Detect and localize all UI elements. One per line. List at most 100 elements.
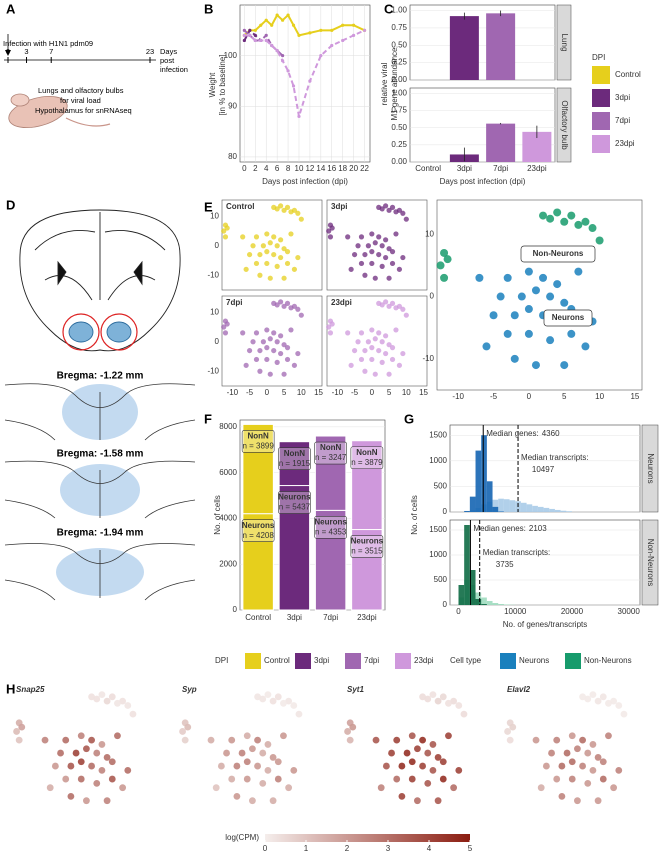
segment-name: NonN — [356, 448, 378, 457]
expression-point — [274, 758, 282, 766]
colorbar-tick-label: 2 — [345, 844, 350, 853]
histogram-bar — [481, 435, 487, 512]
expression-point — [119, 697, 127, 705]
point — [259, 23, 263, 27]
facet-strip — [556, 4, 572, 81]
histogram-bar — [458, 585, 465, 605]
facet-strip — [641, 424, 659, 513]
segment-value: n = 3899 — [242, 442, 274, 451]
point — [403, 216, 409, 222]
expression-point — [532, 736, 540, 744]
histogram-bar — [554, 509, 561, 512]
x-tick-label: 15 — [630, 392, 639, 401]
expression-point — [509, 723, 517, 731]
expression-point — [83, 797, 90, 805]
point — [264, 18, 268, 22]
histogram-bar — [464, 510, 470, 512]
point — [567, 329, 576, 338]
timeline-day: 3 — [24, 47, 28, 56]
expression-point — [542, 762, 550, 770]
expression-point — [382, 762, 390, 770]
x-tick-label: -5 — [246, 388, 254, 397]
y-tick-label: 1500 — [429, 525, 447, 534]
point — [284, 204, 291, 210]
panel-title: 3dpi — [331, 202, 347, 211]
segment-value: n = 4353 — [315, 527, 347, 536]
x-tick-label: 3dpi — [287, 613, 302, 622]
expression-point — [254, 693, 261, 701]
segment-label-box — [278, 491, 311, 514]
expression-point — [264, 691, 272, 699]
expression-point — [207, 736, 215, 744]
histogram-bar — [543, 507, 550, 512]
point — [379, 302, 385, 308]
point — [436, 261, 445, 270]
x-tick-label: -5 — [351, 388, 359, 397]
legend-label: 7dpi — [615, 116, 630, 125]
colorbar-tick-label: 1 — [304, 844, 309, 853]
bar — [486, 123, 516, 162]
x-tick-label: -10 — [452, 392, 464, 401]
segment-label-box — [350, 535, 384, 558]
point — [389, 260, 396, 267]
point — [222, 234, 229, 240]
point — [260, 339, 266, 345]
expression-point — [605, 699, 612, 707]
expression-point — [599, 758, 607, 766]
legend-label: 3dpi — [314, 656, 329, 665]
bar-segment — [278, 441, 311, 487]
point — [291, 84, 296, 88]
point — [246, 347, 253, 354]
expression-point — [558, 762, 566, 770]
median-label-text: Median genes: — [473, 524, 525, 533]
point — [274, 206, 280, 212]
point — [246, 251, 253, 258]
point — [352, 33, 356, 37]
expression-point — [434, 797, 442, 805]
y-tick-label: 0 — [215, 241, 220, 250]
bar — [486, 13, 516, 80]
point — [362, 272, 368, 278]
point — [383, 350, 389, 357]
expression-point — [46, 784, 54, 792]
point — [284, 249, 291, 255]
point — [284, 356, 291, 363]
cluster-label-box — [543, 309, 593, 327]
expression-point — [179, 728, 186, 735]
point — [224, 225, 230, 231]
x-tick-label: 5 — [282, 388, 287, 397]
point — [358, 234, 365, 240]
point — [240, 330, 246, 336]
expression-point — [594, 797, 602, 805]
y-tick-label: 0.25 — [391, 140, 407, 149]
bar — [449, 16, 479, 80]
point — [379, 243, 385, 249]
x-tick-label: 10000 — [504, 607, 527, 616]
point — [222, 330, 229, 336]
x-tick-label: 22 — [360, 164, 369, 173]
x-tick-label: 0 — [370, 388, 375, 397]
x-tick-label: 23dpi — [527, 164, 547, 173]
expression-point — [223, 749, 230, 757]
expression-point — [124, 766, 132, 774]
point — [348, 266, 354, 272]
expression-point — [181, 736, 189, 744]
point — [278, 299, 284, 305]
point — [264, 249, 270, 255]
point — [369, 356, 375, 363]
point — [281, 54, 285, 58]
segment-value: n = 5437 — [279, 503, 311, 512]
segment-label-box — [278, 447, 311, 471]
point — [581, 217, 590, 226]
expression-point — [77, 775, 85, 783]
brain-coronal — [19, 209, 181, 352]
x-tick-label: 15 — [419, 388, 428, 397]
expression-point — [344, 728, 351, 735]
segment-name: NonN — [320, 443, 342, 452]
timeline-day: 23 — [146, 47, 154, 56]
point — [369, 327, 375, 333]
expression-point — [114, 732, 121, 740]
expression-point — [460, 710, 468, 718]
colorbar-tick-label: 5 — [468, 844, 473, 853]
expression-point — [243, 758, 251, 766]
